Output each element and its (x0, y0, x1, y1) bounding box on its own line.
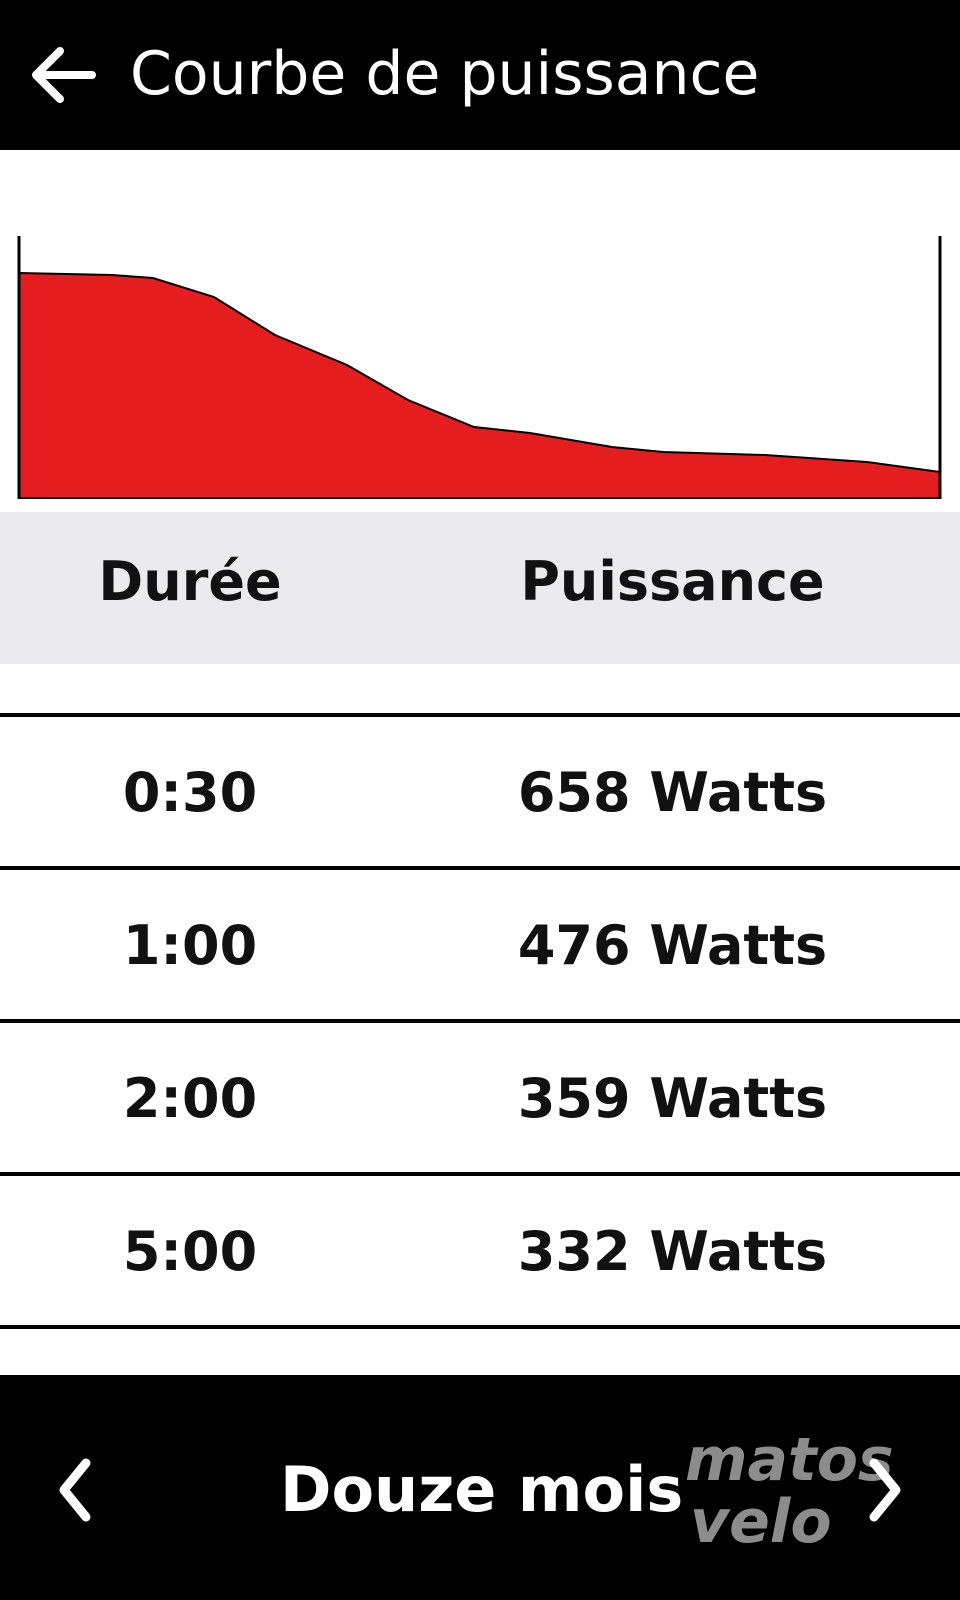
column-header: Puissance (520, 550, 825, 613)
period-label: Douze mois (280, 1453, 684, 1526)
watermark: velo (690, 1487, 832, 1557)
watermark: matos (685, 1425, 894, 1495)
row-divider (0, 866, 960, 870)
header-bar: Courbe de puissance (0, 0, 960, 150)
row-divider (0, 1325, 960, 1329)
duration: 1:00 (122, 914, 258, 977)
row-divider (0, 1019, 960, 1023)
row-divider (0, 713, 960, 717)
table-header: Durée Puissance (0, 512, 960, 664)
next-button[interactable] (860, 1455, 910, 1525)
back-button[interactable] (28, 45, 98, 105)
page-title: Courbe de puissance (130, 39, 760, 109)
previous-button[interactable] (50, 1455, 100, 1525)
duration: 0:30 (122, 761, 258, 824)
row-divider (0, 1172, 960, 1176)
power-value: 359 Watts (517, 1067, 828, 1130)
duration: 5:00 (122, 1220, 258, 1283)
duration: 2:00 (122, 1067, 258, 1130)
footer-bar: Douze mois matos velo (0, 1375, 960, 1600)
power-curve-area (18, 271, 941, 499)
column-header: Durée (98, 550, 282, 613)
power-curve-chart (17, 236, 942, 499)
power-value: 658 Watts (517, 761, 828, 824)
power-value: 332 Watts (517, 1220, 828, 1283)
power-value: 476 Watts (517, 914, 828, 977)
